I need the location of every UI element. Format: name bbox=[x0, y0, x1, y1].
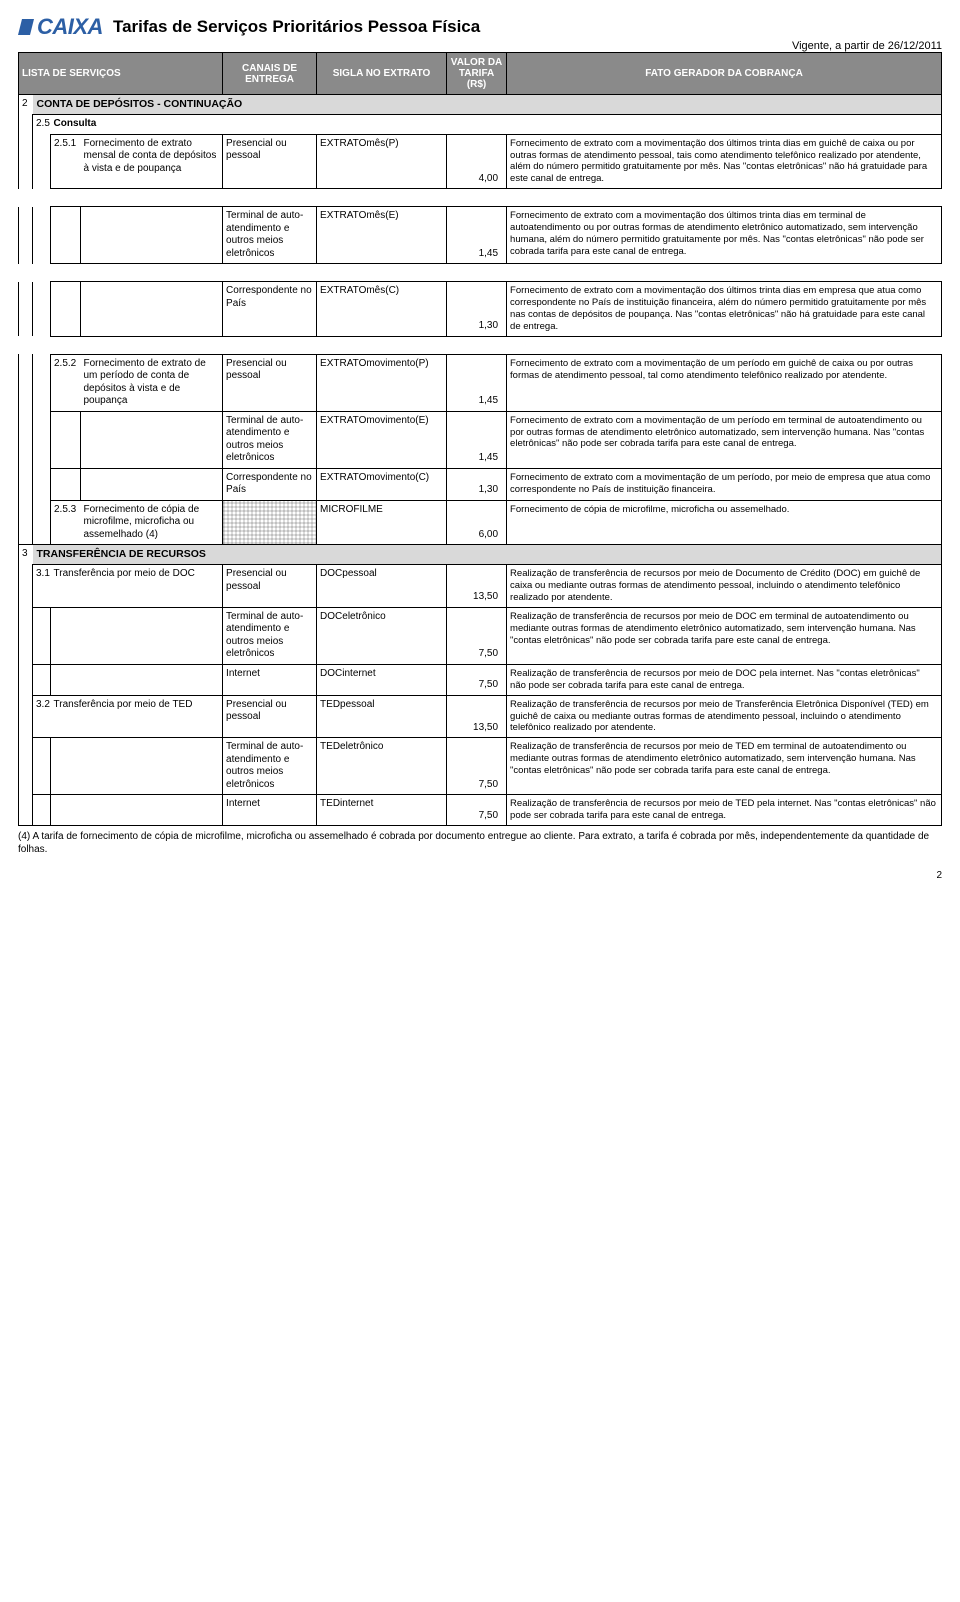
section-row: 2 CONTA DE DEPÓSITOS - CONTINUAÇÃO bbox=[19, 95, 942, 115]
fato: Realização de transferência de recursos … bbox=[507, 664, 942, 695]
valor: 7,50 bbox=[447, 607, 507, 664]
sigla: TEDpessoal bbox=[317, 695, 447, 738]
row-num: 2.5.2 bbox=[51, 354, 81, 411]
servico: Transferência por meio de DOC bbox=[51, 565, 223, 608]
section-row: 3 TRANSFERÊNCIA DE RECURSOS bbox=[19, 545, 942, 565]
canal: Correspondente no País bbox=[223, 282, 317, 337]
table-row: Correspondente no País EXTRATOmês(C) 1,3… bbox=[19, 282, 942, 337]
canal: Presencial ou pessoal bbox=[223, 565, 317, 608]
valor: 4,00 bbox=[447, 134, 507, 189]
sigla: TEDeletrônico bbox=[317, 738, 447, 795]
sigla: DOCinternet bbox=[317, 664, 447, 695]
table-row: Terminal de auto-atendimento e outros me… bbox=[19, 411, 942, 468]
sigla: DOCeletrônico bbox=[317, 607, 447, 664]
fees-table: LISTA DE SERVIÇOS CANAIS DE ENTREGA SIGL… bbox=[18, 52, 942, 826]
valor: 13,50 bbox=[447, 695, 507, 738]
subsection-num: 2.5 bbox=[33, 115, 51, 135]
table-row: Terminal de auto-atendimento e outros me… bbox=[19, 207, 942, 264]
section-title: CONTA DE DEPÓSITOS - CONTINUAÇÃO bbox=[33, 95, 942, 115]
valor: 7,50 bbox=[447, 795, 507, 826]
page: CAIXA Tarifas de Serviços Prioritários P… bbox=[0, 0, 960, 891]
table-row: Internet DOCinternet 7,50 Realização de … bbox=[19, 664, 942, 695]
subsection-title: Consulta bbox=[51, 115, 942, 135]
valor: 7,50 bbox=[447, 738, 507, 795]
section-num: 2 bbox=[19, 95, 33, 115]
sigla: EXTRATOmovimento(P) bbox=[317, 354, 447, 411]
valor: 1,45 bbox=[447, 207, 507, 264]
valor: 7,50 bbox=[447, 664, 507, 695]
table-row: 3.1 Transferência por meio de DOC Presen… bbox=[19, 565, 942, 608]
section-num: 3 bbox=[19, 545, 33, 565]
fato: Realização de transferência de recursos … bbox=[507, 565, 942, 608]
fato: Realização de transferência de recursos … bbox=[507, 607, 942, 664]
section-title: TRANSFERÊNCIA DE RECURSOS bbox=[33, 545, 942, 565]
servico: Fornecimento de cópia de microfilme, mic… bbox=[81, 500, 223, 545]
canal: Internet bbox=[223, 795, 317, 826]
table-header: LISTA DE SERVIÇOS CANAIS DE ENTREGA SIGL… bbox=[19, 53, 942, 95]
table-row: 2.5.2 Fornecimento de extrato de um perí… bbox=[19, 354, 942, 411]
canal: Terminal de auto-atendimento e outros me… bbox=[223, 738, 317, 795]
sigla: EXTRATOmês(P) bbox=[317, 134, 447, 189]
canal: Internet bbox=[223, 664, 317, 695]
sigla: DOCpessoal bbox=[317, 565, 447, 608]
fato: Fornecimento de extrato com a movimentaç… bbox=[507, 207, 942, 264]
fato: Realização de transferência de recursos … bbox=[507, 695, 942, 738]
canal: Correspondente no País bbox=[223, 468, 317, 500]
sigla: MICROFILME bbox=[317, 500, 447, 545]
fato: Fornecimento de extrato com a movimentaç… bbox=[507, 282, 942, 337]
fato: Fornecimento de cópia de microfilme, mic… bbox=[507, 500, 942, 545]
canal: Presencial ou pessoal bbox=[223, 695, 317, 738]
th-lista: LISTA DE SERVIÇOS bbox=[19, 53, 223, 95]
fato: Realização de transferência de recursos … bbox=[507, 738, 942, 795]
header: CAIXA Tarifas de Serviços Prioritários P… bbox=[18, 14, 942, 40]
valor: 1,45 bbox=[447, 354, 507, 411]
th-valor: VALOR DA TARIFA (R$) bbox=[447, 53, 507, 95]
table-row: Terminal de auto-atendimento e outros me… bbox=[19, 607, 942, 664]
sigla: EXTRATOmês(E) bbox=[317, 207, 447, 264]
doc-title: Tarifas de Serviços Prioritários Pessoa … bbox=[113, 14, 480, 37]
sigla: EXTRATOmovimento(C) bbox=[317, 468, 447, 500]
row-num: 3.1 bbox=[33, 565, 51, 608]
valor: 1,45 bbox=[447, 411, 507, 468]
valor: 6,00 bbox=[447, 500, 507, 545]
canal: Presencial ou pessoal bbox=[223, 134, 317, 189]
fato: Realização de transferência de recursos … bbox=[507, 795, 942, 826]
fato: Fornecimento de extrato com a movimentaç… bbox=[507, 134, 942, 189]
fato: Fornecimento de extrato com a movimentaç… bbox=[507, 411, 942, 468]
row-num: 2.5.1 bbox=[51, 134, 81, 189]
canal: Terminal de auto-atendimento e outros me… bbox=[223, 207, 317, 264]
canal-empty bbox=[223, 500, 317, 545]
servico: Fornecimento de extrato de um período de… bbox=[81, 354, 223, 411]
canal: Presencial ou pessoal bbox=[223, 354, 317, 411]
sigla: EXTRATOmovimento(E) bbox=[317, 411, 447, 468]
valor: 1,30 bbox=[447, 468, 507, 500]
table-row: 2.5.3 Fornecimento de cópia de microfilm… bbox=[19, 500, 942, 545]
subsection-row: 2.5 Consulta bbox=[19, 115, 942, 135]
servico: Transferência por meio de TED bbox=[51, 695, 223, 738]
table-row: Internet TEDinternet 7,50 Realização de … bbox=[19, 795, 942, 826]
footnote: (4) A tarifa de fornecimento de cópia de… bbox=[18, 826, 942, 856]
canal: Terminal de auto-atendimento e outros me… bbox=[223, 607, 317, 664]
fato: Fornecimento de extrato com a movimentaç… bbox=[507, 468, 942, 500]
th-fato: FATO GERADOR DA COBRANÇA bbox=[507, 53, 942, 95]
table-row: 2.5.1 Fornecimento de extrato mensal de … bbox=[19, 134, 942, 189]
th-sigla: SIGLA NO EXTRATO bbox=[317, 53, 447, 95]
caixa-logo: CAIXA bbox=[18, 14, 103, 40]
sigla: TEDinternet bbox=[317, 795, 447, 826]
servico: Fornecimento de extrato mensal de conta … bbox=[81, 134, 223, 189]
row-num: 2.5.3 bbox=[51, 500, 81, 545]
table-row: Terminal de auto-atendimento e outros me… bbox=[19, 738, 942, 795]
sigla: EXTRATOmês(C) bbox=[317, 282, 447, 337]
valor: 13,50 bbox=[447, 565, 507, 608]
th-canais: CANAIS DE ENTREGA bbox=[223, 53, 317, 95]
table-row: Correspondente no País EXTRATOmovimento(… bbox=[19, 468, 942, 500]
row-num: 3.2 bbox=[33, 695, 51, 738]
page-number: 2 bbox=[18, 856, 942, 881]
valor: 1,30 bbox=[447, 282, 507, 337]
fato: Fornecimento de extrato com a movimentaç… bbox=[507, 354, 942, 411]
table-row: 3.2 Transferência por meio de TED Presen… bbox=[19, 695, 942, 738]
canal: Terminal de auto-atendimento e outros me… bbox=[223, 411, 317, 468]
effective-date: Vigente, a partir de 26/12/2011 bbox=[18, 40, 942, 52]
